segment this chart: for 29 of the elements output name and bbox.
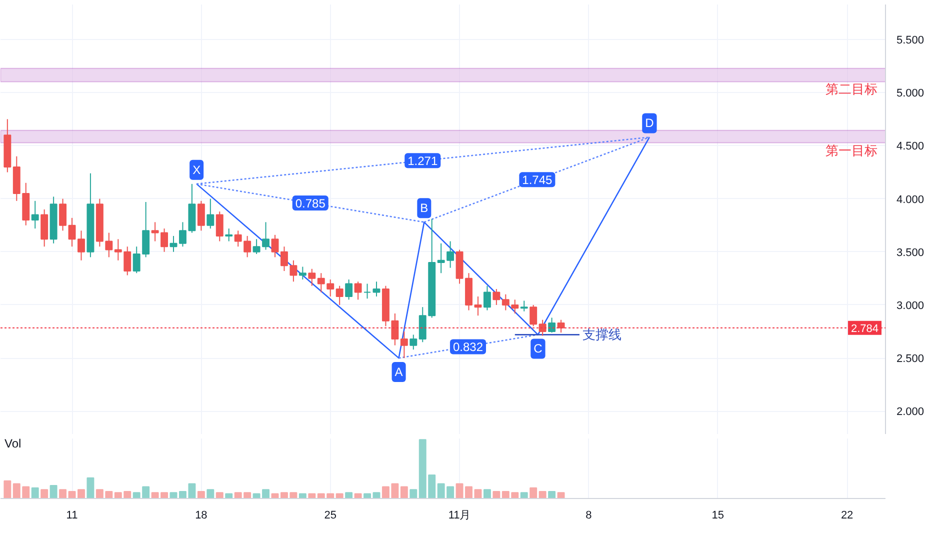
annotation: B	[420, 201, 428, 216]
annotation: 0.785	[295, 196, 326, 211]
y-tick-label: 3.500	[896, 246, 924, 259]
x-tick-label: 15	[712, 510, 724, 522]
chart-title: Vol	[4, 436, 22, 450]
ref-line-label: 2.784	[850, 322, 879, 335]
y-tick-label: 5.500	[896, 34, 924, 47]
y-tick-label: 2.000	[896, 406, 924, 418]
annotation: D	[645, 116, 654, 130]
y-tick-label: 4.500	[896, 140, 924, 153]
annotation: C	[534, 342, 543, 356]
annotation: X	[192, 162, 201, 177]
band-label: 第二目标	[826, 82, 878, 97]
annotation: 1.745	[522, 173, 553, 188]
y-tick-label: 2.500	[896, 353, 924, 366]
x-tick-label: 11月	[448, 510, 471, 522]
x-tick-label: 11	[66, 510, 78, 522]
band-label: 第一目标	[826, 143, 878, 158]
y-tick-label: 4.000	[896, 194, 924, 206]
y-tick-label: 3.000	[896, 300, 924, 312]
annotation: 0.832	[452, 340, 484, 354]
annotation: A	[394, 365, 403, 380]
x-tick-label: 25	[324, 510, 336, 522]
annotation: 1.271	[408, 154, 438, 168]
series-label: 支撑线	[582, 327, 622, 342]
x-tick-label: 18	[195, 510, 208, 522]
y-tick-label: 5.000	[896, 88, 924, 100]
x-tick-label: 22	[840, 510, 854, 522]
x-tick-label: 8	[586, 510, 592, 522]
